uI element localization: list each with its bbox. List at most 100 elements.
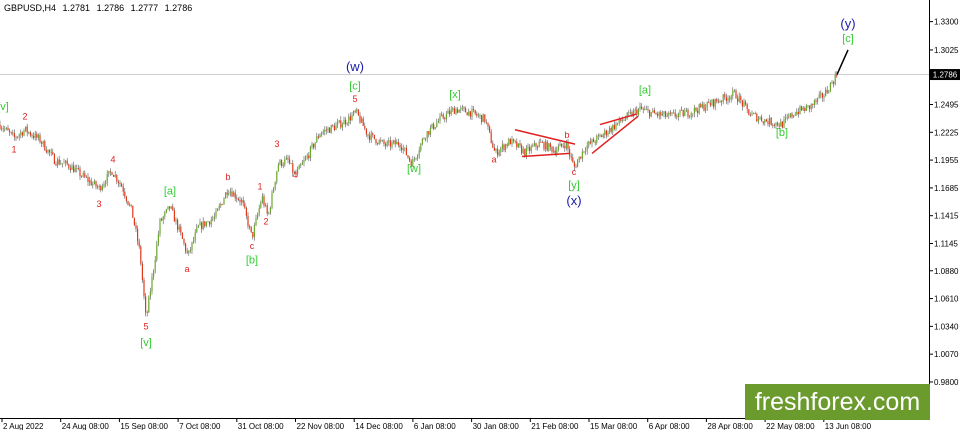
candle-body	[225, 192, 227, 199]
candle-body	[596, 135, 598, 143]
candle-body	[199, 222, 201, 226]
candle-body	[753, 113, 755, 115]
candle-body	[71, 165, 73, 171]
candle-body	[266, 205, 268, 214]
candle-body	[39, 135, 41, 143]
candle-body	[818, 94, 820, 98]
candle-body	[20, 132, 22, 135]
candle-body	[223, 198, 225, 205]
candle-body	[705, 107, 707, 111]
candle-body	[36, 133, 38, 138]
candle-body	[751, 113, 753, 116]
candle-body	[551, 146, 553, 152]
wave-label: c	[572, 167, 577, 177]
candle-body	[833, 82, 835, 85]
candle-body	[165, 209, 167, 213]
candle-body	[49, 149, 51, 153]
candle-body	[130, 204, 132, 206]
candle-body	[815, 100, 817, 102]
candle-body	[276, 171, 278, 182]
candle-body	[492, 143, 494, 148]
candle-body	[575, 166, 577, 168]
candle-body	[687, 109, 689, 117]
candle-body	[425, 138, 427, 140]
candle-body	[820, 93, 822, 95]
wave-label: [y]	[568, 179, 580, 191]
candle-body	[420, 143, 422, 151]
wave-label: 2	[263, 216, 268, 226]
candle-body	[663, 111, 665, 115]
candle-body	[268, 212, 270, 214]
candle-body	[13, 133, 15, 137]
candle-body	[458, 109, 460, 113]
candle-body	[332, 125, 334, 127]
candle-body	[76, 168, 78, 169]
candle-body	[141, 263, 143, 281]
candle-body	[727, 98, 729, 101]
candle-body	[89, 180, 91, 182]
candle-body	[644, 109, 646, 110]
candle-body	[385, 144, 387, 146]
candle-body	[829, 83, 831, 92]
candle-body	[537, 146, 539, 148]
candle-body	[372, 133, 374, 135]
candle-body	[605, 130, 607, 136]
candle-body	[226, 192, 228, 195]
candle-body	[572, 157, 574, 163]
wave-label: [c]	[842, 33, 854, 45]
candle-body	[413, 158, 415, 160]
candle-body	[28, 132, 30, 134]
candle-body	[370, 133, 372, 141]
candle-body	[52, 152, 54, 155]
candle-body	[181, 232, 183, 239]
candle-body	[63, 162, 65, 164]
candle-body	[639, 106, 641, 110]
candle-body	[509, 139, 511, 145]
candle-body	[652, 110, 654, 113]
candle-body	[365, 128, 367, 135]
candle-body	[709, 103, 711, 106]
candle-body	[773, 124, 775, 126]
candle-body	[501, 144, 503, 149]
candle-body	[517, 143, 519, 148]
candle-body	[762, 121, 764, 124]
candle-body	[628, 112, 630, 114]
candle-body	[514, 140, 516, 142]
candle-body	[29, 132, 31, 136]
candle-body	[173, 210, 175, 222]
candle-body	[522, 148, 524, 154]
x-tick-label: 2 Aug 2022	[3, 422, 44, 430]
candle-body	[799, 106, 801, 114]
candle-body	[100, 185, 102, 191]
candle-body	[765, 119, 767, 122]
x-tick-label: 6 Jan 08:00	[414, 422, 456, 430]
candle-body	[409, 157, 411, 161]
ohlc-close: 1.2786	[164, 3, 193, 13]
candle-body	[177, 219, 179, 230]
candle-body	[290, 163, 292, 165]
candle-body	[463, 107, 465, 109]
candle-body	[151, 276, 153, 292]
candle-body	[631, 112, 633, 117]
candle-body	[546, 141, 548, 151]
candle-body	[461, 107, 463, 109]
candle-body	[60, 163, 62, 165]
candle-body	[237, 199, 239, 200]
candle-body	[180, 226, 182, 233]
candle-body	[764, 119, 766, 124]
candle-body	[741, 100, 743, 107]
price-axis[interactable]: 1.33001.30251.27601.24951.22251.19551.16…	[929, 18, 959, 387]
x-tick-label: 7 Oct 08:00	[179, 422, 221, 430]
candle-body	[239, 199, 241, 203]
candle-body	[284, 159, 286, 165]
wave-label: a	[491, 155, 496, 165]
wave-label: b	[564, 130, 569, 140]
candle-body	[591, 139, 593, 144]
candle-body	[817, 97, 819, 102]
candle-body	[573, 162, 575, 167]
candle-body	[7, 127, 9, 131]
candle-body	[433, 123, 435, 129]
time-axis[interactable]: 2 Aug 2022 24 Aug 08:00 15 Sep 08:00 7 Oct …	[1, 418, 872, 430]
y-tick-label: 1.0340	[934, 322, 959, 331]
